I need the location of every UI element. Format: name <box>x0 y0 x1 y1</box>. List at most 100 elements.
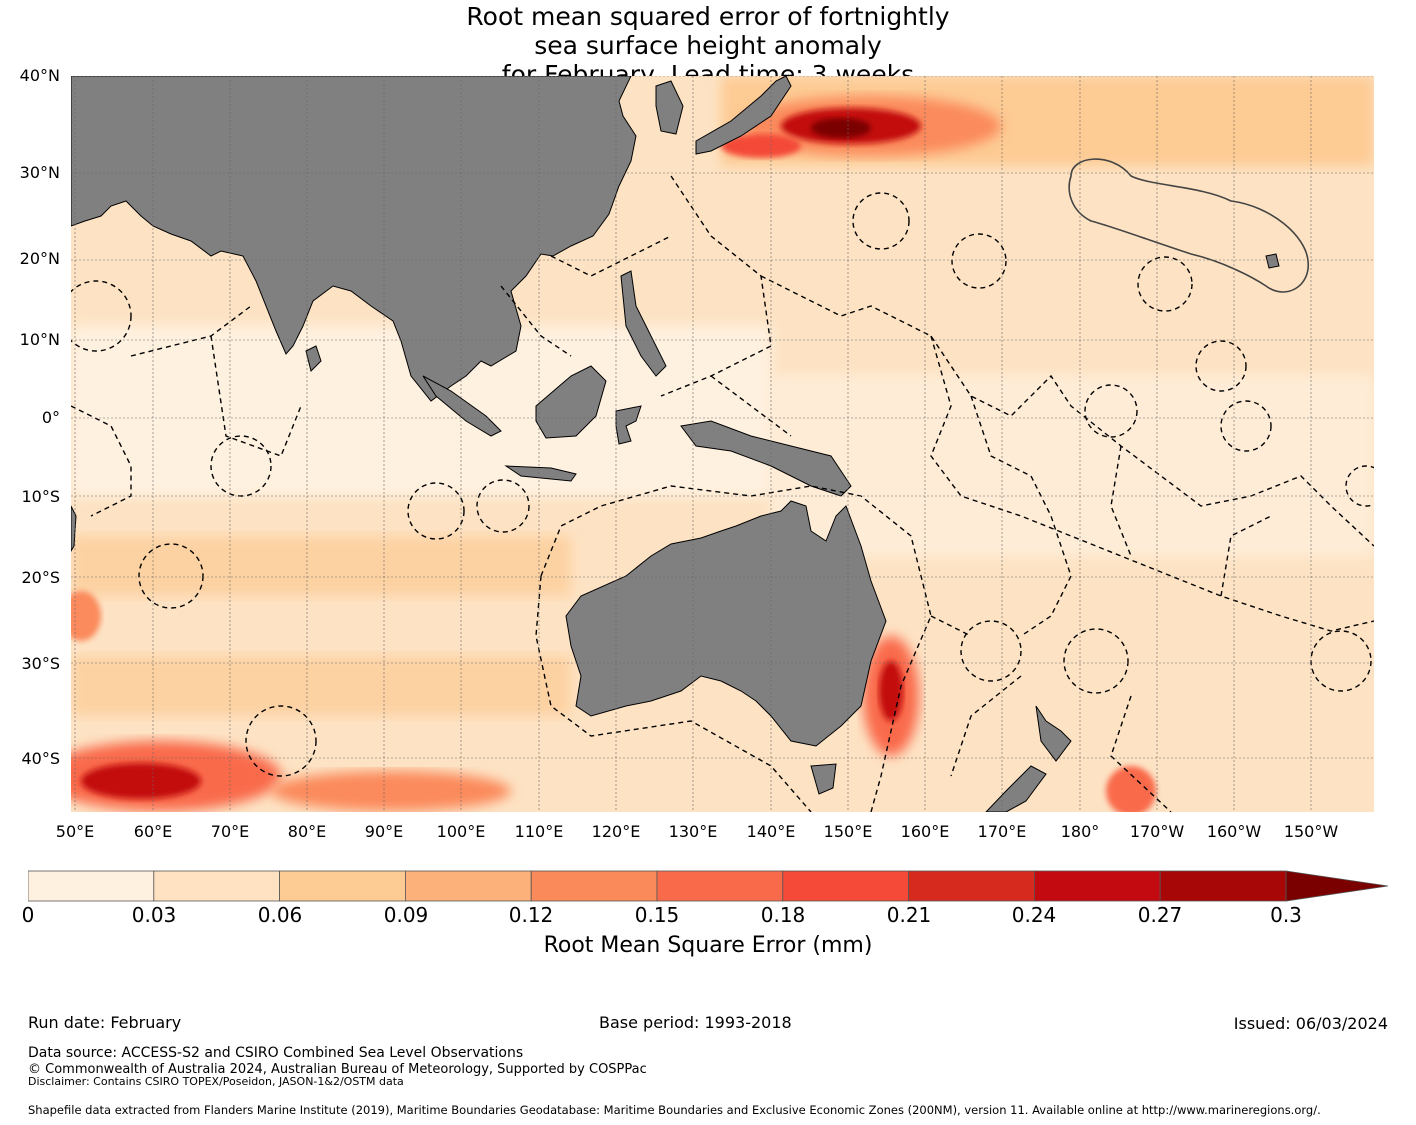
issued-date: Issued: 06/03/2024 <box>1233 1014 1388 1033</box>
disclaimer: Disclaimer: Contains CSIRO TOPEX/Poseido… <box>28 1075 404 1088</box>
lat-label: 40°N <box>19 66 60 85</box>
philippines <box>620 270 667 377</box>
eez-boundary <box>407 482 465 540</box>
eez-boundary <box>710 335 1374 632</box>
eez-boundary <box>138 543 204 609</box>
eez-boundary <box>970 395 1272 637</box>
run-date: Run date: February <box>28 1013 182 1032</box>
colorbar-segment <box>908 870 1035 902</box>
copyright: © Commonwealth of Australia 2024, Austra… <box>28 1062 647 1077</box>
eez-boundary <box>500 235 672 357</box>
eez-boundary <box>535 485 932 812</box>
colorbar-tick: 0.12 <box>508 903 554 927</box>
colorbar-segment <box>153 870 281 902</box>
colorbar-tick: 0.18 <box>760 903 806 927</box>
lon-label: 60°E <box>133 822 173 841</box>
colorbar-tick: 0.06 <box>257 903 303 927</box>
lon-label: 90°E <box>364 822 404 841</box>
sulawesi <box>615 405 642 445</box>
lon-label: 170°E <box>977 822 1027 841</box>
asia-landmass <box>71 76 637 402</box>
lon-label: 150°W <box>1283 822 1339 841</box>
colorbar-tick: 0.3 <box>1270 903 1302 927</box>
hawaii-eez-outline <box>1068 158 1309 293</box>
lon-label: 180° <box>1060 822 1100 841</box>
borneo <box>535 365 607 439</box>
eez-boundary <box>660 175 1374 547</box>
australia-landmass <box>565 500 887 747</box>
shapefile-credit: Shapefile data extracted from Flanders M… <box>28 1103 1321 1117</box>
colorbar-tick: 0.21 <box>886 903 932 927</box>
colorbar-label: Root Mean Square Error (mm) <box>543 933 873 958</box>
lon-label: 120°E <box>591 822 641 841</box>
colorbar-svg <box>27 870 1389 902</box>
title-line-1: Root mean squared error of fortnightly <box>466 2 950 31</box>
lat-label: 10°N <box>19 330 60 349</box>
colorbar-segment <box>656 870 784 902</box>
lon-label: 160°W <box>1206 822 1262 841</box>
lon-label: 160°E <box>900 822 950 841</box>
new-zealand-north <box>1035 705 1072 762</box>
lon-label: 130°E <box>668 822 718 841</box>
tasmania <box>810 763 837 795</box>
eez-boundary <box>960 620 1022 682</box>
colorbar <box>27 870 1389 902</box>
lat-label: 0° <box>41 408 60 427</box>
colorbar-segment <box>1034 870 1161 902</box>
sri-lanka <box>305 345 322 372</box>
eez-boundary <box>245 705 317 777</box>
lon-label: 70°E <box>210 822 250 841</box>
lat-label: 30°N <box>19 163 60 182</box>
data-source: Data source: ACCESS-S2 and CSIRO Combine… <box>28 1045 524 1061</box>
eez-boundary <box>1137 256 1193 312</box>
eez-boundary <box>476 479 530 533</box>
colorbar-tick: 0.03 <box>131 903 177 927</box>
lat-label: 40°S <box>21 749 60 768</box>
colorbar-extend-arrow <box>1285 870 1389 902</box>
lat-label: 20°N <box>19 249 60 268</box>
lon-label: 100°E <box>436 822 486 841</box>
hawaii-island <box>1265 253 1280 269</box>
lon-label: 170°W <box>1129 822 1185 841</box>
colorbar-segment <box>27 870 155 902</box>
map-title: Root mean squared error of fortnightly s… <box>300 2 1116 89</box>
lon-label: 80°E <box>287 822 327 841</box>
eez-boundary <box>852 192 910 250</box>
eez-boundary <box>1063 628 1129 694</box>
eez-boundary <box>71 305 302 517</box>
colorbar-tick: 0.15 <box>634 903 680 927</box>
colorbar-segment <box>782 870 909 902</box>
colorbar-tick: 0.24 <box>1011 903 1057 927</box>
japan-landmass <box>695 76 792 155</box>
colorbar-tick: 0.27 <box>1137 903 1183 927</box>
lat-label: 20°S <box>21 568 60 587</box>
colorbar-tick: 0 <box>21 903 35 927</box>
base-period: Base period: 1993-2018 <box>599 1013 792 1032</box>
land-masses <box>71 76 1280 812</box>
lat-label: 30°S <box>21 654 60 673</box>
sumatra <box>422 375 502 437</box>
java <box>504 465 577 482</box>
eez-boundary <box>1084 384 1138 438</box>
eez-boundary <box>1345 465 1374 507</box>
eez-boundary <box>71 280 132 352</box>
colorbar-segment <box>530 870 658 902</box>
graticule <box>71 76 1374 812</box>
colorbar-segment <box>1159 870 1287 902</box>
colorbar-segment <box>279 870 406 902</box>
eez-boundary <box>951 233 1007 289</box>
lat-label: 10°S <box>21 487 60 506</box>
japan-landmass <box>655 80 684 135</box>
colorbar-tick: 0.09 <box>383 903 429 927</box>
lon-label: 110°E <box>514 822 564 841</box>
eez-boundary <box>210 435 272 497</box>
lon-label: 50°E <box>55 822 95 841</box>
new-zealand-south <box>985 765 1047 812</box>
eez-boundary <box>1195 340 1247 392</box>
map-panel <box>71 76 1374 812</box>
eez-boundary <box>1220 400 1272 452</box>
lon-label: 150°E <box>823 822 873 841</box>
colorbar-segment <box>404 870 532 902</box>
new-guinea <box>680 420 852 497</box>
eez-boundary <box>930 615 1172 812</box>
